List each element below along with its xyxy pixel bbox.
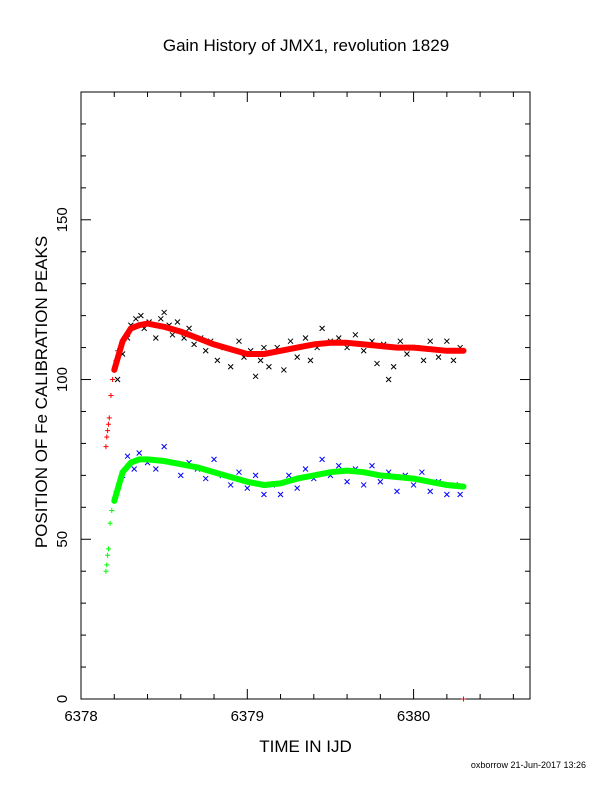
series-3-point	[227, 482, 234, 488]
series-1-point	[103, 444, 109, 450]
x-axis-label: TIME IN IJD	[259, 737, 352, 756]
series-1-point	[105, 428, 111, 434]
series-4-point	[105, 546, 111, 552]
series-0-point	[450, 357, 457, 364]
series-3-point	[302, 466, 309, 472]
series-3-point	[427, 488, 434, 495]
series-4-point	[104, 562, 110, 568]
series-3-point	[443, 491, 450, 498]
series-4-point	[105, 552, 111, 558]
series-3-point	[410, 482, 417, 488]
series-0-point	[191, 341, 197, 348]
series-0-point	[227, 363, 234, 370]
series-0-point	[443, 338, 450, 345]
series-0-point	[352, 331, 359, 338]
series-4-point	[109, 508, 115, 514]
series-0-point	[281, 367, 287, 373]
series-0-point	[427, 338, 434, 345]
y-tick-label: 100	[54, 367, 71, 392]
series-5-curve	[111, 456, 467, 504]
series-3-point	[286, 472, 292, 479]
series-3-point	[377, 478, 384, 485]
series-2-curve	[111, 320, 467, 373]
series-0-point	[307, 357, 314, 364]
x-tick-label: 6379	[231, 708, 264, 725]
series-3-point	[344, 478, 350, 485]
series-1-point	[104, 434, 110, 440]
series-3-point	[252, 472, 259, 479]
series-1-point	[105, 421, 111, 427]
series-3-point	[261, 491, 267, 498]
series-0-point	[174, 319, 181, 325]
series-0-point	[390, 363, 397, 370]
series-0-point	[214, 357, 221, 364]
chart-title: Gain History of JMX1, revolution 1829	[162, 36, 450, 55]
x-tick-label: 6378	[64, 708, 97, 725]
series-3-point	[394, 488, 400, 495]
series-0-point	[374, 360, 380, 367]
series-0-point	[202, 347, 209, 354]
series-3-point	[177, 472, 184, 479]
series-0-point	[287, 338, 294, 345]
series-0-point	[302, 335, 309, 341]
plot-frame	[80, 91, 531, 700]
series-0-point	[114, 376, 121, 383]
series-0-point	[319, 325, 325, 332]
series-3-point	[277, 491, 284, 498]
y-tick-label: 50	[54, 531, 71, 548]
series-0-point	[133, 315, 139, 322]
series-0-point	[261, 344, 267, 351]
series-0-point	[360, 347, 367, 354]
series-0-point	[335, 335, 342, 341]
series-0-point	[169, 331, 176, 338]
series-0-point	[257, 357, 264, 364]
series-3-point	[152, 466, 159, 472]
series-0-point	[252, 373, 259, 380]
y-tick-label: 150	[54, 207, 71, 232]
series-3-point	[244, 485, 251, 492]
y-tick-label: 0	[54, 695, 71, 703]
series-4-point	[103, 568, 109, 574]
series-3-point	[124, 453, 131, 460]
series-0-point	[294, 354, 301, 361]
series-4-point	[107, 520, 113, 526]
series-0-point	[236, 338, 242, 345]
series-3-point	[335, 462, 342, 469]
series-1-point	[108, 393, 114, 398]
series-3-point	[202, 475, 209, 482]
series-3-point	[369, 462, 375, 469]
series-3-point	[319, 456, 325, 463]
series-0-point	[397, 338, 404, 345]
series-0-point	[186, 325, 192, 332]
series-3-point	[360, 482, 367, 488]
series-3-point	[457, 491, 464, 498]
series-0-point	[435, 354, 442, 361]
series-3-point	[136, 450, 143, 456]
series-1-point	[110, 377, 116, 383]
x-tick-label: 6380	[397, 708, 430, 725]
series-0-point	[420, 357, 427, 364]
footer-stamp: oxborrow 21-Jun-2017 13:26	[470, 760, 586, 770]
series-0-point	[161, 309, 168, 316]
series-3-point	[211, 456, 217, 463]
series-3-point	[161, 443, 168, 450]
series-3-point	[131, 466, 138, 472]
series-3-point	[236, 469, 242, 476]
series-0-point	[157, 315, 164, 322]
series-1-point	[106, 415, 112, 421]
series-0-point	[385, 376, 392, 383]
series-0-point	[266, 363, 272, 370]
series-3-point	[419, 469, 425, 476]
series-0-point	[152, 335, 159, 341]
series-0-point	[404, 351, 410, 357]
series-3-point	[294, 485, 301, 492]
series-0-point	[138, 312, 144, 319]
series-1-point	[460, 696, 466, 702]
